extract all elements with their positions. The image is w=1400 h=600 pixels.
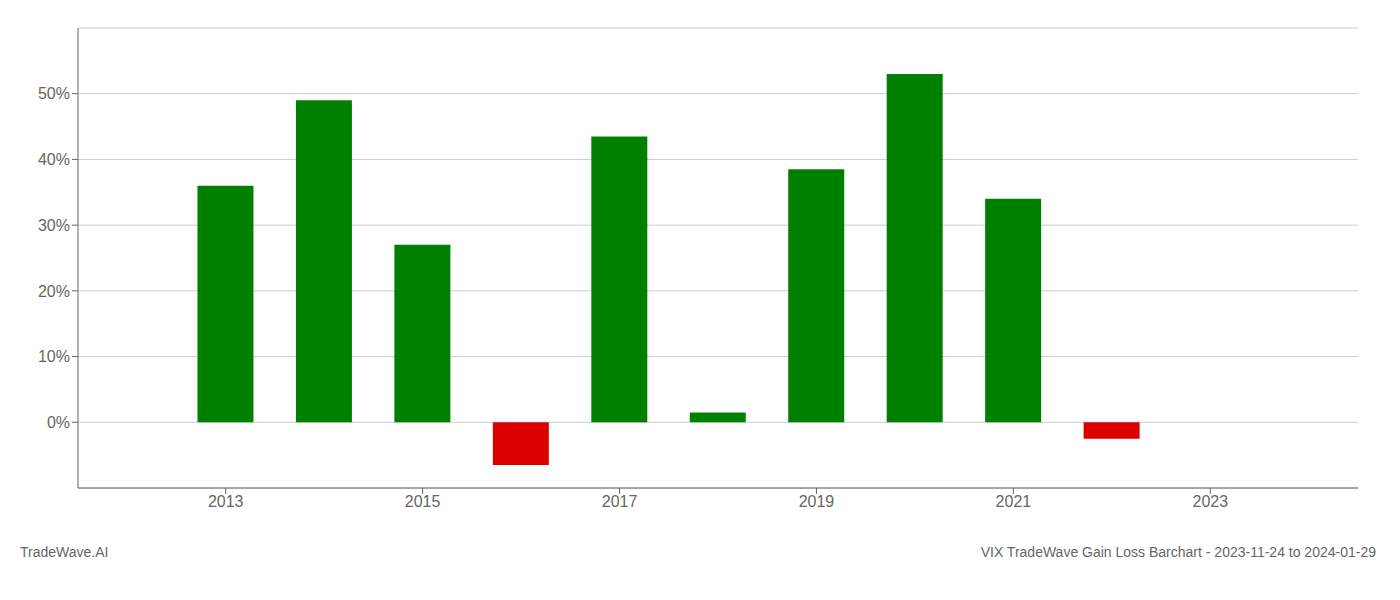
svg-text:40%: 40% (38, 151, 70, 168)
svg-text:20%: 20% (38, 283, 70, 300)
svg-text:30%: 30% (38, 217, 70, 234)
svg-text:2015: 2015 (405, 493, 441, 510)
svg-text:50%: 50% (38, 85, 70, 102)
svg-text:2019: 2019 (799, 493, 835, 510)
svg-text:2017: 2017 (602, 493, 638, 510)
svg-text:2013: 2013 (208, 493, 244, 510)
svg-text:0%: 0% (47, 414, 70, 431)
html-text:VIX TradeWave Gain Loss Barcha: VIX TradeWave Gain Loss Barchart - 2023-… (980, 544, 1376, 560)
html-text:TradeWave.AI: TradeWave.AI (20, 544, 109, 560)
svg-text:2021: 2021 (996, 493, 1032, 510)
svg-text:10%: 10% (38, 348, 70, 365)
svg-text:2023: 2023 (1193, 493, 1229, 510)
